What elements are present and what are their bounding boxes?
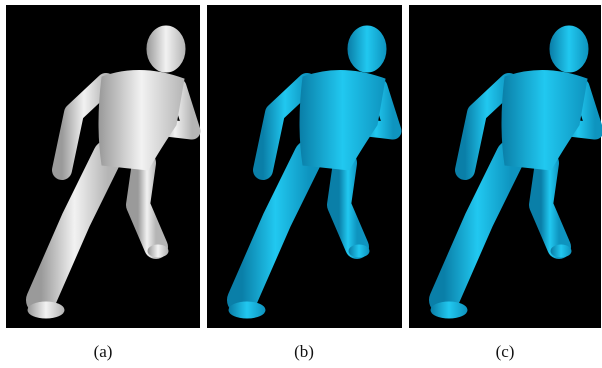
panel-c: (c) bbox=[409, 5, 601, 361]
caption: (b) bbox=[294, 342, 314, 361]
panel-a: (a) bbox=[6, 5, 200, 361]
caption: (a) bbox=[94, 342, 113, 361]
figure: (a) (b) (c) bbox=[0, 0, 602, 368]
caption: (c) bbox=[496, 342, 515, 361]
panel-b: (b) bbox=[207, 5, 402, 361]
